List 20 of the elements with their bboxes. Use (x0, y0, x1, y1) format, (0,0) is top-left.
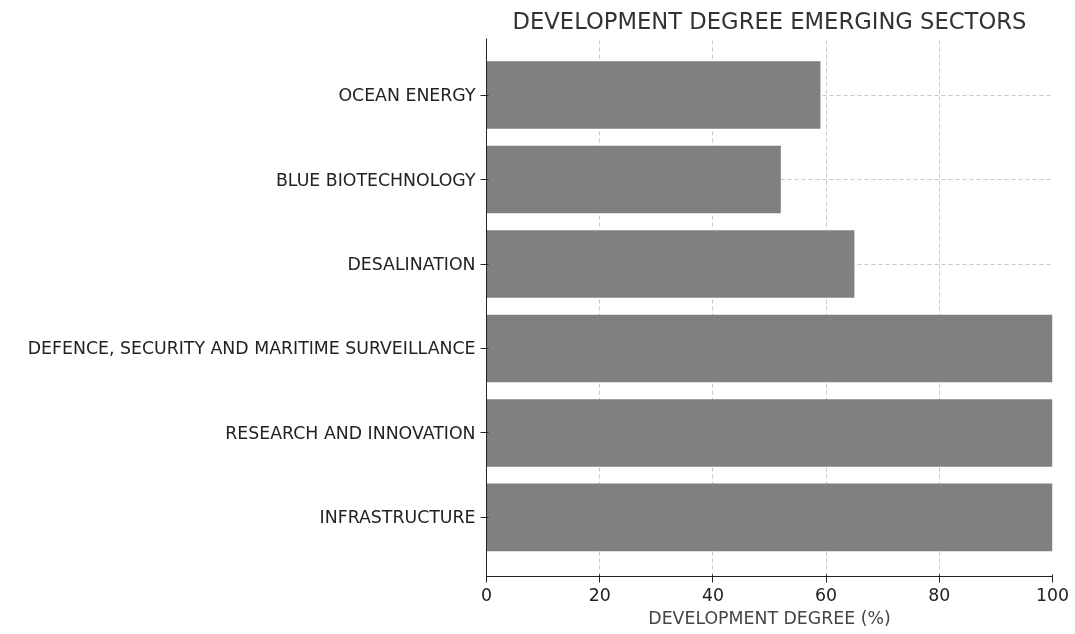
bar (486, 399, 1053, 467)
bar (486, 61, 821, 129)
bar (486, 145, 781, 214)
y-tick-label: INFRASTRUCTURE (319, 507, 476, 528)
x-tick-label: 0 (480, 584, 493, 605)
y-tick-label: DESALINATION (347, 254, 476, 274)
chart-title: DEVELOPMENT DEGREE EMERGING SECTORS (512, 7, 1027, 34)
y-tick-label: DEFENCE, SECURITY AND MARITIME SURVEILLANCE (27, 338, 476, 359)
x-tick-label: 80 (928, 584, 951, 605)
bar (486, 314, 1053, 383)
y-tick-label: BLUE BIOTECHNOLOGY (275, 169, 476, 190)
y-tick-label: OCEAN ENERGY (338, 85, 476, 106)
bar (486, 230, 855, 298)
x-tick-label: 100 (1035, 584, 1070, 605)
x-tick-label: 40 (701, 584, 724, 605)
y-tick-label: RESEARCH AND INNOVATION (225, 422, 476, 443)
x-tick-label: 60 (815, 584, 838, 605)
x-tick-label: 20 (588, 584, 611, 605)
bar (486, 483, 1053, 552)
x-axis-title: DEVELOPMENT DEGREE (%) (648, 607, 891, 628)
